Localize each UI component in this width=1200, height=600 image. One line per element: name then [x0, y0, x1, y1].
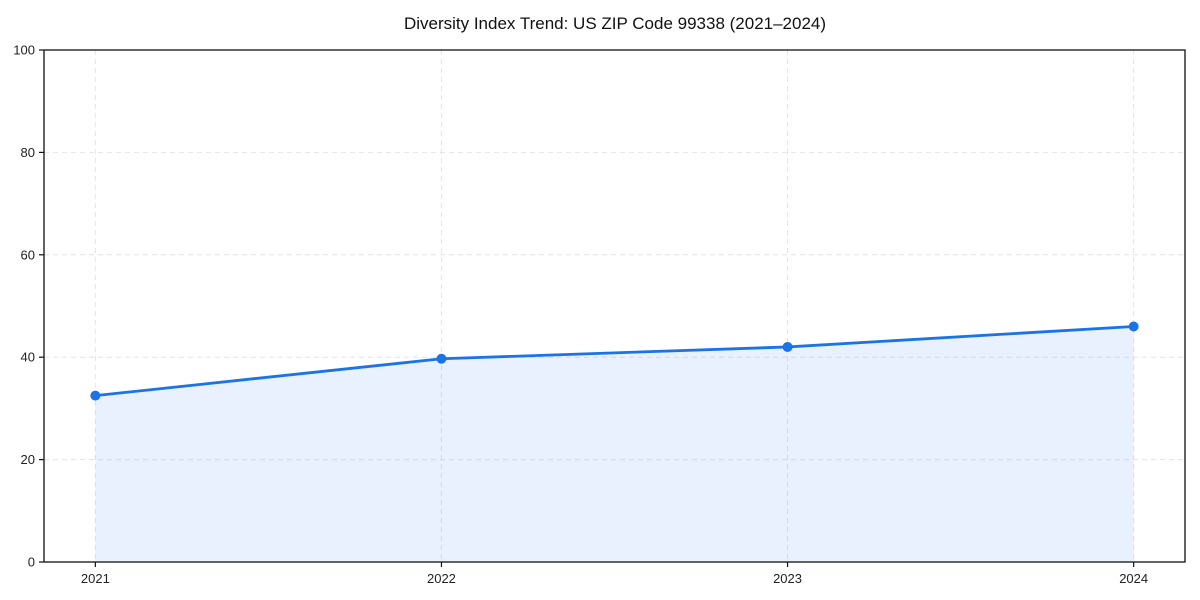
data-point: [90, 390, 101, 401]
data-line-layer: [93, 325, 1136, 398]
plot-frame-layer: [43, 49, 1186, 563]
y-tick-label: 0: [28, 555, 35, 570]
data-point: [436, 353, 447, 364]
data-line: [93, 325, 1136, 398]
plot-frame: [43, 49, 1186, 563]
x-tick-label: 2021: [81, 571, 110, 586]
axis-labels-layer: 0 20 40 60 80 100 2021 2022 2023 2024: [13, 43, 1148, 587]
y-tick-label: 40: [21, 350, 35, 365]
area-fill: [95, 326, 1134, 562]
x-tick-label: 2024: [1119, 571, 1148, 586]
area-fill-layer: [95, 326, 1134, 562]
data-point: [782, 341, 793, 352]
y-tick-label: 80: [21, 145, 35, 160]
x-tick-label: 2023: [773, 571, 802, 586]
y-tick-label: 100: [13, 43, 35, 58]
data-point: [1128, 321, 1139, 332]
data-points-layer: [90, 321, 1139, 401]
chart-title: Diversity Index Trend: US ZIP Code 99338…: [404, 14, 826, 33]
y-tick-label: 20: [21, 452, 35, 467]
axis-ticks-layer: [39, 49, 1135, 567]
y-tick-label: 60: [21, 247, 35, 262]
gridlines-layer: [44, 50, 1185, 562]
x-tick-label: 2022: [427, 571, 456, 586]
